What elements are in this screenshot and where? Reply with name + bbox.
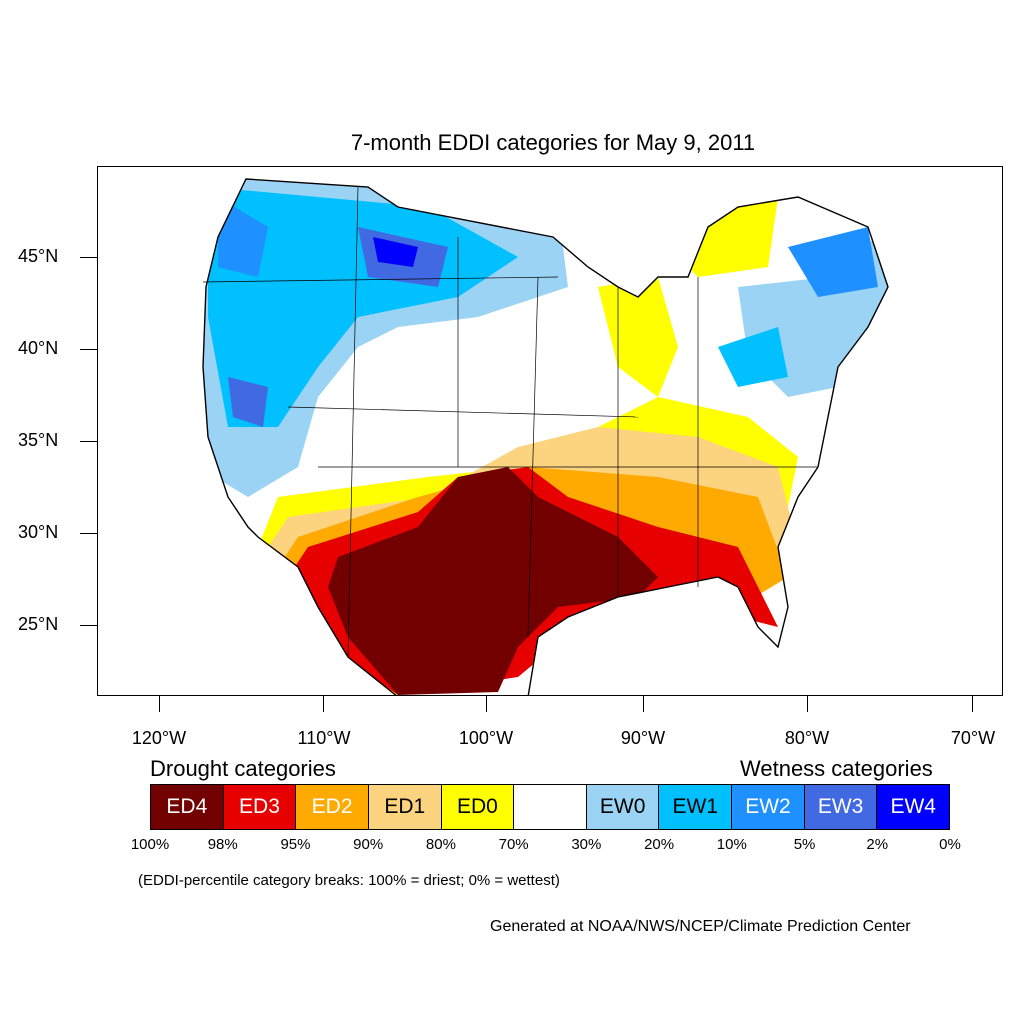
lat-label-45n: 45°N [18,246,59,266]
wetness-heading: Wetness categories [740,756,933,781]
legend-cell-ew0: EW0 [586,785,660,829]
lon-tick [807,696,808,712]
legend-cell-ew2: EW2 [732,785,805,829]
percentile-break: 2% [866,836,889,853]
percentile-break: 98% [207,836,238,853]
lon-tick [323,696,324,712]
percentile-break: 70% [498,836,529,853]
lat-label-30n: 30°N [18,522,59,542]
lon-tick [159,696,160,712]
country-outline [202,178,889,695]
legend-cell-neutral [514,785,587,829]
percentile-break: 20% [644,836,675,853]
credit-line: Generated at NOAA/NWS/NCEP/Climate Predi… [490,918,911,935]
legend-cell-ed4: ED4 [151,785,224,829]
lon-tick [972,696,973,712]
lat-label-25n: 25°N [18,614,59,634]
percentile-break: 10% [716,836,747,853]
lon-tick [486,696,487,712]
lat-label-40n: 40°N [18,338,59,358]
percentile-break: 30% [571,836,602,853]
percentile-break: 95% [280,836,311,853]
category-legend: ED4 ED3 ED2 ED1 ED0 EW0 EW1 EW2 EW3 EW4 [150,784,950,830]
lat-label-35n: 35°N [18,430,59,450]
percentile-break: 100% [130,836,170,853]
lon-label-120w: 120°W [131,728,187,748]
legend-cell-ed0: ED0 [441,785,515,829]
lat-tick [80,441,97,442]
legend-cell-ew4: EW4 [877,785,950,829]
legend-cell-ew1: EW1 [659,785,733,829]
percentile-break: 80% [425,836,456,853]
lat-tick [80,625,97,626]
map-title: 7-month EDDI categories for May 9, 2011 [350,130,756,155]
lon-label-80w: 80°W [784,728,830,748]
percentile-break: 5% [793,836,816,853]
legend-cell-ed1: ED1 [368,785,442,829]
conus-eddi-map-graphic [202,178,889,695]
lon-label-110w: 110°W [297,728,351,748]
lat-tick [80,257,97,258]
legend-cell-ed2: ED2 [296,785,369,829]
lat-tick [80,349,97,350]
percentile-break: 90% [353,836,384,853]
percentile-break: 0% [939,836,961,853]
legend-cell-ew3: EW3 [804,785,878,829]
eddi-shading [203,179,888,695]
lon-tick [643,696,644,712]
lon-label-100w: 100°W [458,728,514,748]
eddi-map [97,166,1003,696]
lon-label-90w: 90°W [620,728,666,748]
state-boundaries [202,186,818,658]
lat-tick [80,533,97,534]
lon-label-70w: 70°W [950,728,996,748]
drought-heading: Drought categories [150,756,336,781]
legend-cell-ed3: ED3 [223,785,297,829]
category-note: (EDDI-percentile category breaks: 100% =… [138,872,560,889]
